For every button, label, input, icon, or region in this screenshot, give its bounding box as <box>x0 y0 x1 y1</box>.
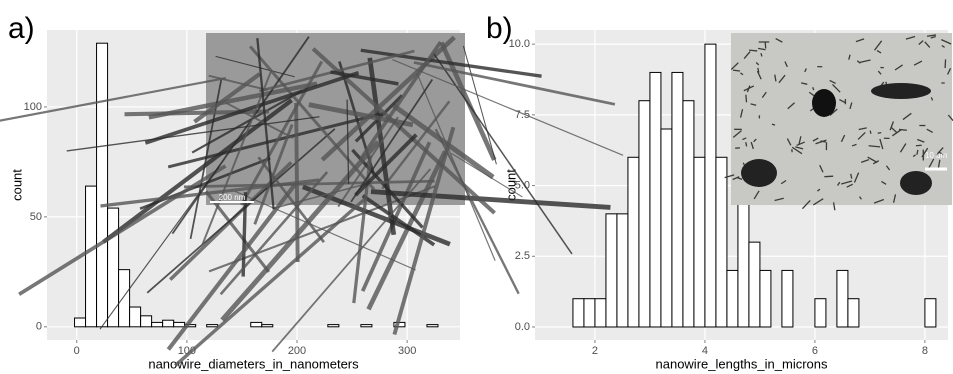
y-tick-label: 50 <box>30 211 42 223</box>
histogram-bar <box>749 242 760 327</box>
histogram-bar <box>97 43 108 327</box>
histogram-bar <box>606 214 617 327</box>
histogram-bar <box>141 316 152 327</box>
inset-annotation: 10 um <box>925 151 948 160</box>
inset-image: 10 um <box>725 33 953 210</box>
histogram-bar <box>595 299 606 327</box>
histogram-bar <box>782 270 793 327</box>
histogram-bar <box>251 322 262 326</box>
inset-texture <box>870 131 871 134</box>
histogram-bar <box>163 320 174 327</box>
histogram-bar <box>760 270 771 327</box>
inset-texture <box>741 159 777 187</box>
figure: 0501000100200300nanowire_diameters_in_na… <box>0 0 953 374</box>
inset-texture <box>733 70 740 71</box>
y-tick-label: 2.5 <box>515 250 530 262</box>
inset-texture <box>878 133 881 134</box>
inset-texture <box>812 89 836 117</box>
histogram-bar <box>573 299 584 327</box>
histogram-bar <box>738 186 749 327</box>
histogram-bar <box>75 318 86 327</box>
inset-texture <box>243 192 245 276</box>
y-axis-title: count <box>9 169 24 201</box>
histogram-bar <box>716 157 727 327</box>
inset-texture <box>900 171 932 195</box>
x-tick-label: 300 <box>398 345 416 357</box>
inset-texture <box>746 142 747 146</box>
histogram-bar <box>672 72 683 327</box>
panel-label: b) <box>486 12 513 45</box>
histogram-bar <box>108 208 119 327</box>
histogram-bar <box>86 186 97 327</box>
x-axis-title: nanowire_diameters_in_nanometers <box>148 356 359 371</box>
panel-label: a) <box>8 12 35 45</box>
y-tick-label: 7.5 <box>515 109 530 121</box>
histogram-bar <box>628 157 639 327</box>
inset-annotation: 200 nm <box>219 193 246 202</box>
histogram-bar <box>639 101 650 327</box>
y-tick-label: 0.0 <box>515 321 530 333</box>
histogram-bar <box>650 72 661 327</box>
histogram-bar <box>705 44 716 327</box>
histogram-bar <box>848 299 859 327</box>
x-tick-label: 2 <box>592 345 598 357</box>
histogram-bar <box>361 325 372 327</box>
histogram-bar <box>207 325 218 327</box>
inset-texture <box>871 83 931 99</box>
x-tick-label: 4 <box>702 345 708 357</box>
histogram-bar <box>727 270 738 327</box>
inset-texture <box>125 111 269 114</box>
x-tick-label: 200 <box>288 345 306 357</box>
inset-texture <box>749 50 757 51</box>
histogram-bar <box>262 325 273 327</box>
inset-texture <box>820 141 826 142</box>
histogram-bar <box>130 307 141 327</box>
y-tick-label: 0 <box>36 321 42 333</box>
x-tick-label: 6 <box>812 345 818 357</box>
histogram-bar <box>661 129 672 327</box>
histogram-bar <box>815 299 826 327</box>
histogram-bar <box>694 157 705 327</box>
inset-texture <box>824 176 833 177</box>
x-axis-title: nanowire_lengths_in_microns <box>656 356 828 371</box>
histogram-bar <box>328 325 339 327</box>
y-tick-label: 100 <box>24 101 42 113</box>
histogram-bar <box>837 270 848 327</box>
histogram-bar <box>427 325 438 327</box>
x-tick-label: 8 <box>922 345 928 357</box>
histogram-bar <box>174 322 185 326</box>
histogram-bar <box>683 101 694 327</box>
x-tick-label: 0 <box>74 345 80 357</box>
histogram-bar <box>617 214 628 327</box>
inset-texture <box>746 95 747 103</box>
histogram-bar <box>925 299 936 327</box>
histogram-bar <box>119 270 130 327</box>
histogram-bar <box>152 322 163 326</box>
histogram-bar <box>584 299 595 327</box>
